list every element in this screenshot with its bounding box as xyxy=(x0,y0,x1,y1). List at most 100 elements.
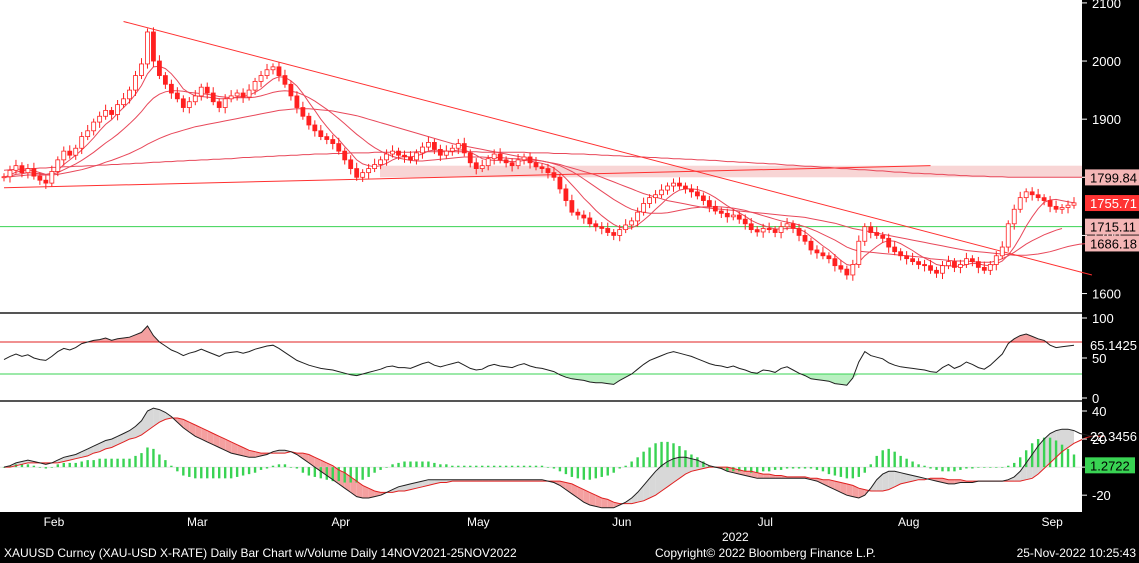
macd-histogram-bar xyxy=(935,467,938,470)
macd-histogram-bar xyxy=(433,462,436,468)
candle xyxy=(210,92,216,103)
candle xyxy=(659,189,664,196)
macd-signal-fill xyxy=(852,485,859,498)
macd-signal-fill xyxy=(840,482,847,496)
candle xyxy=(1065,204,1071,208)
macd-signal-fill xyxy=(601,498,608,508)
candle xyxy=(969,258,975,262)
candle xyxy=(748,223,754,231)
candle xyxy=(706,200,712,207)
macd-histogram-bar xyxy=(690,454,693,468)
candle xyxy=(766,228,772,231)
candle xyxy=(712,205,718,212)
candle xyxy=(611,232,617,236)
price-y-tick-label: 2000 xyxy=(1092,54,1121,69)
candle xyxy=(467,152,473,164)
macd-signal-line xyxy=(4,417,1104,505)
macd-signal-fill xyxy=(332,465,339,484)
candle xyxy=(826,255,832,260)
candle xyxy=(778,226,784,233)
macd-histogram-bar xyxy=(983,467,986,468)
candle xyxy=(348,159,354,169)
candle xyxy=(695,191,700,197)
macd-histogram-bar xyxy=(552,467,556,469)
macd-signal-fill xyxy=(416,481,423,489)
rsi-last-value-label: 65.1425 xyxy=(1090,338,1137,353)
candle xyxy=(139,63,144,76)
macd-histogram-bar xyxy=(1072,454,1076,468)
candle xyxy=(808,240,814,251)
candle xyxy=(37,175,43,181)
x-tick-label-jun: Jun xyxy=(612,515,631,529)
macd-histogram-bar xyxy=(851,467,855,479)
candle xyxy=(1011,208,1017,225)
macd-histogram-bar xyxy=(827,467,831,475)
macd-histogram-bar xyxy=(881,450,884,468)
macd-histogram-bar xyxy=(86,460,89,468)
x-tick-label-sep: Sep xyxy=(1041,515,1063,529)
candle xyxy=(306,115,312,126)
candle xyxy=(294,95,300,108)
candle xyxy=(736,214,742,220)
macd-signal-fill xyxy=(207,430,214,445)
candle xyxy=(168,83,174,94)
candle xyxy=(916,261,921,265)
macd-histogram-bar xyxy=(373,467,376,473)
macd-histogram-bar xyxy=(457,465,460,468)
plot-background xyxy=(0,0,1082,512)
candle xyxy=(581,214,587,219)
candle xyxy=(880,235,886,239)
candle xyxy=(677,182,682,187)
macd-signal-fill xyxy=(655,465,662,496)
candle xyxy=(204,86,210,94)
macd-signal-fill xyxy=(1014,471,1021,482)
macd-signal-fill xyxy=(894,471,901,487)
macd-histogram-bar xyxy=(1013,462,1016,468)
candle xyxy=(683,185,688,190)
macd-signal-fill xyxy=(410,482,417,490)
macd-y-tick-label: 20 xyxy=(1092,432,1106,447)
macd-histogram-bar xyxy=(498,465,502,468)
candle xyxy=(246,89,252,98)
macd-histogram-bar xyxy=(588,467,592,480)
macd-histogram-bar xyxy=(212,467,215,479)
macd-histogram-bar xyxy=(911,461,914,468)
footer-security-description: XAUUSD Curncy (XAU-USD X-RATE) Daily Bar… xyxy=(4,546,517,560)
macd-histogram-bar xyxy=(923,465,926,468)
candle xyxy=(151,31,156,62)
rsi-panel-top-spacer xyxy=(0,311,1082,318)
candle xyxy=(31,168,37,177)
macd-histogram-bar xyxy=(869,464,872,468)
macd-histogram-bar xyxy=(779,467,783,470)
candle xyxy=(629,220,635,226)
macd-signal-fill xyxy=(422,479,429,487)
candle xyxy=(1035,194,1041,199)
macd-signal-fill xyxy=(302,453,309,463)
candle xyxy=(975,261,981,268)
candle xyxy=(784,223,790,228)
macd-histogram-bar xyxy=(206,467,209,479)
candle xyxy=(987,264,993,271)
macd-histogram-bar xyxy=(271,465,275,468)
macd-signal-fill xyxy=(225,439,232,454)
macd-histogram-bar xyxy=(989,467,992,468)
candle xyxy=(862,226,868,242)
macd-histogram-bar xyxy=(642,451,645,468)
candle xyxy=(252,80,258,91)
macd-histogram-bar xyxy=(182,467,185,476)
x-tick-label-may: May xyxy=(467,515,490,529)
macd-signal-fill xyxy=(667,458,674,487)
x-tick-label-mar: Mar xyxy=(187,515,208,529)
macd-histogram-bar xyxy=(98,458,101,468)
macd-histogram-bar xyxy=(38,467,42,468)
macd-histogram-bar xyxy=(654,443,657,468)
macd-signal-fill xyxy=(159,409,166,423)
macd-signal-fill xyxy=(1068,429,1074,448)
price-label-box xyxy=(1085,218,1139,235)
macd-signal-fill xyxy=(117,433,124,445)
macd-histogram-bar xyxy=(451,465,454,468)
trendline xyxy=(123,21,1093,276)
macd-panel xyxy=(0,400,1104,509)
macd-signal-fill xyxy=(565,482,572,494)
candle xyxy=(378,159,383,165)
